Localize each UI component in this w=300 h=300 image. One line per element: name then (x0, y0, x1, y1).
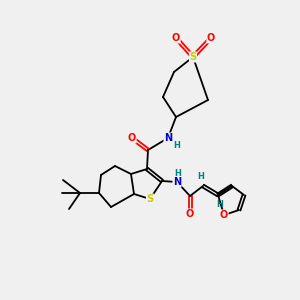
Text: H: H (217, 200, 224, 209)
Text: O: O (220, 210, 228, 220)
Text: S: S (189, 52, 197, 62)
Text: N: N (173, 177, 181, 187)
Text: O: O (207, 33, 215, 43)
Text: N: N (164, 133, 172, 143)
Text: O: O (186, 209, 194, 219)
Text: H: H (198, 172, 204, 181)
Text: H: H (175, 169, 182, 178)
Text: O: O (172, 33, 180, 43)
Text: O: O (128, 133, 136, 143)
Text: H: H (173, 141, 180, 150)
Text: S: S (146, 194, 154, 204)
